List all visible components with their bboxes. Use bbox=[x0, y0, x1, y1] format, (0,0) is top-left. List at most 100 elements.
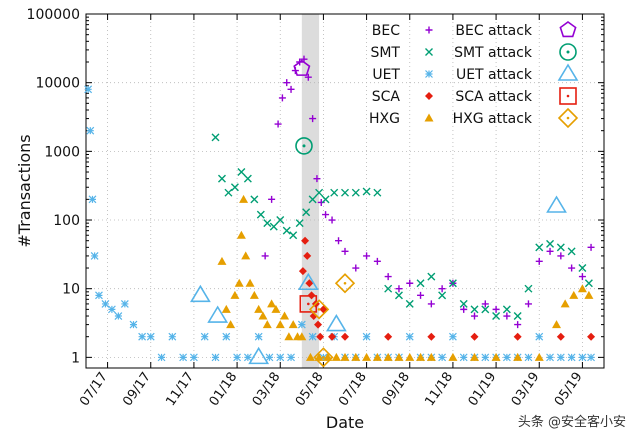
smt-point bbox=[289, 231, 298, 240]
uet-point bbox=[556, 353, 565, 362]
x-tick-label: 11/18 bbox=[422, 370, 456, 409]
y-tick-label: 1000 bbox=[44, 144, 80, 160]
hxg-point bbox=[331, 352, 341, 361]
bec-point bbox=[274, 120, 282, 128]
bec-point bbox=[322, 211, 330, 219]
hxg-point bbox=[254, 304, 264, 313]
hxg-point bbox=[416, 352, 426, 361]
uet-point bbox=[120, 300, 129, 308]
smt-point bbox=[237, 168, 246, 177]
uet-attack-marker bbox=[546, 195, 567, 213]
x-tick-label: 07/17 bbox=[77, 370, 111, 409]
hxg-point bbox=[230, 290, 240, 299]
legend-label: HXG bbox=[369, 111, 400, 127]
legend-marker bbox=[425, 92, 433, 100]
hxg-attack-marker-dot bbox=[317, 308, 321, 311]
sca-point bbox=[298, 267, 307, 276]
bec-point bbox=[503, 312, 511, 320]
sca-point bbox=[384, 332, 393, 341]
uet-point bbox=[308, 332, 317, 341]
hxg-point bbox=[362, 352, 372, 361]
legend-attack-marker-dot bbox=[566, 94, 570, 98]
smt-point bbox=[438, 291, 447, 300]
smt-point bbox=[416, 279, 425, 288]
bec-point bbox=[317, 198, 325, 206]
hxg-point bbox=[284, 332, 294, 341]
sca-point bbox=[427, 332, 436, 341]
hxg-point bbox=[394, 352, 404, 361]
smt-point bbox=[308, 195, 317, 204]
smt-point bbox=[584, 279, 593, 288]
x-tick-label: 05/19 bbox=[552, 370, 586, 409]
hxg-point bbox=[297, 332, 307, 341]
bec-point bbox=[268, 195, 276, 203]
uet-point bbox=[200, 332, 209, 341]
bec-point bbox=[471, 312, 478, 320]
uet-point bbox=[535, 332, 544, 341]
uet-point bbox=[287, 353, 295, 362]
uet-point bbox=[362, 332, 371, 341]
smt-point bbox=[250, 195, 259, 204]
smt-point bbox=[546, 239, 555, 248]
bec-point bbox=[313, 175, 321, 183]
uet-point bbox=[157, 353, 166, 362]
hxg-point bbox=[383, 352, 393, 361]
sca-point bbox=[305, 279, 314, 288]
smt-point bbox=[269, 222, 278, 231]
hxg-attack-marker-dot bbox=[322, 356, 325, 359]
bec-point bbox=[352, 264, 360, 272]
smt-point bbox=[243, 174, 252, 183]
x-axis-label: Date bbox=[326, 413, 364, 432]
smt-point bbox=[217, 174, 226, 183]
uet-point bbox=[502, 353, 511, 362]
attack-markers bbox=[189, 59, 567, 368]
smt-point bbox=[578, 264, 587, 273]
legend-attack-marker bbox=[557, 107, 579, 129]
bec-attack-marker bbox=[293, 59, 311, 76]
hxg-attack-marker bbox=[334, 273, 356, 294]
hxg-point bbox=[448, 352, 458, 361]
legend-attack-marker bbox=[559, 21, 577, 38]
uet-point bbox=[168, 332, 177, 341]
smt-attack-marker bbox=[295, 137, 313, 155]
hxg-point bbox=[470, 352, 479, 361]
hxg-point bbox=[258, 311, 268, 320]
y-tick-label: 100000 bbox=[27, 7, 80, 23]
smt-point bbox=[459, 299, 468, 308]
uet-point bbox=[84, 85, 93, 94]
legend-marker bbox=[424, 113, 434, 122]
hxg-point bbox=[262, 320, 272, 329]
sca-point bbox=[303, 251, 312, 260]
y-tick-label: 10000 bbox=[35, 76, 80, 92]
bec-point bbox=[287, 85, 295, 93]
smt-point bbox=[230, 183, 239, 192]
attack-window-band bbox=[301, 14, 320, 368]
sca-point bbox=[341, 332, 349, 341]
legend-label: SCA bbox=[372, 89, 401, 105]
hxg-point bbox=[560, 299, 570, 308]
uet-point bbox=[88, 195, 97, 204]
hxg-point bbox=[226, 320, 236, 329]
uet-point bbox=[254, 332, 263, 341]
y-tick-label: 10 bbox=[62, 282, 80, 298]
bec-point bbox=[341, 247, 349, 255]
sca-point bbox=[513, 332, 522, 341]
legend-attack-marker bbox=[557, 63, 579, 81]
smt-point bbox=[384, 284, 393, 293]
legend: BEC BEC attack SMT SMT attack UET UET attack S… bbox=[369, 21, 579, 129]
hxg-attack-marker bbox=[308, 299, 330, 320]
uet-point bbox=[297, 320, 306, 329]
y-tick-label: 100 bbox=[53, 213, 80, 229]
uet-point bbox=[138, 332, 147, 341]
bec-point bbox=[587, 243, 595, 251]
sca-point bbox=[314, 320, 323, 329]
sca-point bbox=[316, 332, 325, 341]
bec-point bbox=[278, 94, 286, 102]
bec-point bbox=[261, 252, 269, 260]
uet-point bbox=[189, 353, 198, 362]
smt-point bbox=[524, 284, 533, 293]
x-tick-label: 11/17 bbox=[163, 370, 197, 409]
bec-point bbox=[335, 237, 343, 245]
smt-point bbox=[556, 243, 565, 252]
smt-point bbox=[263, 219, 272, 228]
